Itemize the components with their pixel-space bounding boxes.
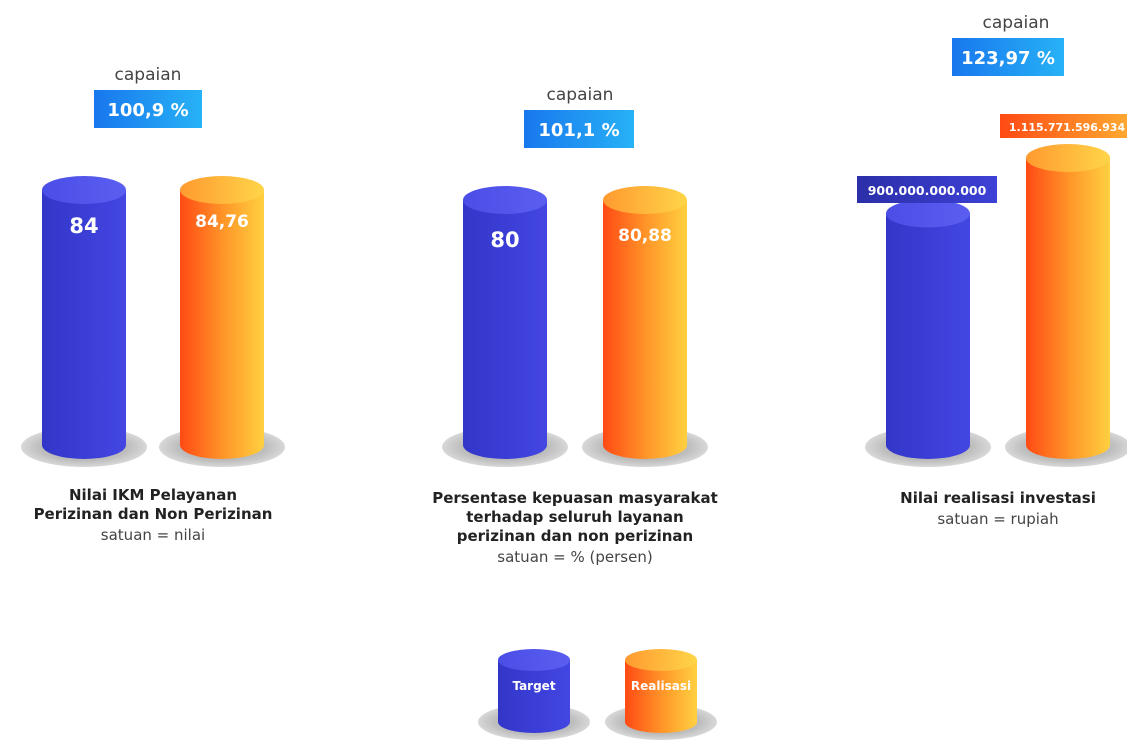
legend-realisasi-label: Realisasi [631, 679, 691, 693]
capaian-label-3: capaian [983, 13, 1050, 33]
unit-label-1: satuan = nilai [101, 526, 205, 544]
bar-realisasi-1-top [180, 176, 264, 204]
bar-realisasi-3 [1005, 144, 1127, 467]
data-label-realisasi-3: 1.115.771.596.934 [1009, 121, 1126, 134]
bar-target-3-body [886, 213, 970, 459]
legend-target-label: Target [512, 679, 555, 693]
bar-realisasi-1 [159, 176, 285, 467]
bar-realisasi-3-body [1026, 158, 1110, 459]
capaian-badge-2 [524, 110, 634, 148]
bar-realisasi-2 [582, 186, 708, 467]
data-label-box-realisasi-3 [1000, 114, 1127, 138]
legend-realisasi-body [625, 660, 697, 733]
bar-realisasi-2-body [603, 200, 687, 459]
bar-target-3 [865, 199, 991, 467]
bar-target-1-top [42, 176, 126, 204]
bar-target-1-body [42, 190, 126, 459]
capaian-value-1: 100,9 % [107, 100, 188, 121]
bar-target-2 [442, 186, 568, 467]
capaian-badge-3 [952, 38, 1064, 76]
bar-realisasi-2-top [603, 186, 687, 214]
legend-target-body [498, 660, 570, 733]
chart-title-2-line-2: terhadap seluruh layanan [466, 508, 683, 526]
data-label-target-1: 84 [69, 214, 98, 238]
legend-realisasi: Realisasi [605, 649, 717, 740]
unit-label-3: satuan = rupiah [937, 510, 1058, 528]
unit-label-2: satuan = % (persen) [497, 548, 652, 566]
chart-title-1-line-2: Perizinan dan Non Perizinan [34, 505, 273, 523]
legend-target-top [498, 649, 570, 671]
capaian-label-1: capaian [115, 65, 182, 85]
capaian-badge-1 [94, 90, 202, 128]
chart-title-2-line-1: Persentase kepuasan masyarakat [432, 489, 718, 507]
capaian-value-3: 123,97 % [961, 48, 1055, 69]
data-label-target-3: 900.000.000.000 [868, 183, 987, 198]
bar-target-1 [21, 176, 147, 467]
capaian-value-2: 101,1 % [538, 120, 619, 141]
chart-title-2-line-3: perizinan dan non perizinan [457, 527, 693, 545]
data-label-target-2: 80 [490, 228, 519, 252]
bar-target-2-top [463, 186, 547, 214]
data-label-realisasi-1: 84,76 [195, 212, 249, 232]
legend: Target Realisasi [478, 649, 717, 740]
data-label-box-target-3 [857, 176, 997, 203]
bar-realisasi-3-top [1026, 144, 1110, 172]
bar-target-2-body [463, 200, 547, 459]
capaian-label-2: capaian [547, 85, 614, 105]
legend-target: Target [478, 649, 590, 740]
chart-title-1-line-1: Nilai IKM Pelayanan [69, 486, 237, 504]
legend-realisasi-top [625, 649, 697, 671]
data-label-realisasi-2: 80,88 [618, 226, 672, 246]
chart-title-3-line-1: Nilai realisasi investasi [900, 489, 1096, 507]
bar-target-3-top [886, 199, 970, 228]
bar-realisasi-1-body [180, 190, 264, 459]
